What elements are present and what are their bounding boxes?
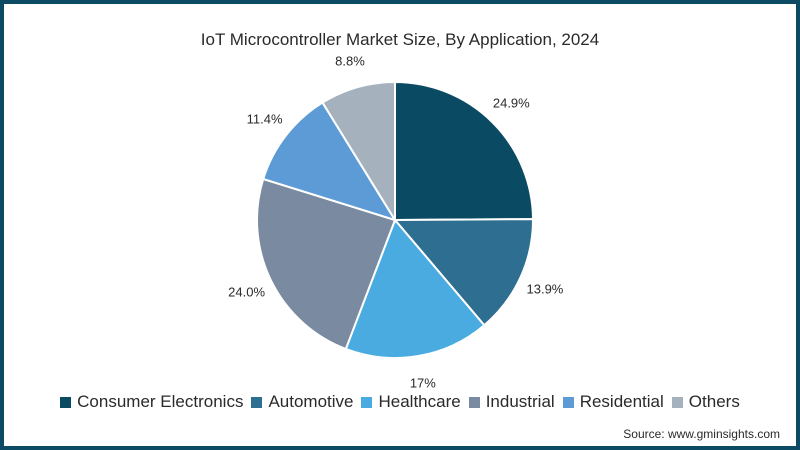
legend-item-industrial: Industrial [468,392,555,412]
chart-title: IoT Microcontroller Market Size, By Appl… [200,30,600,49]
pie-slice-industrial [256,177,397,351]
legend-swatch-icon [562,396,574,408]
legend-label: Industrial [485,392,555,411]
legend-item-others: Others [671,392,740,412]
pie-label-residential: 11.4% [246,111,283,127]
pie-label-healthcare: 17% [409,375,436,391]
legend-swatch-icon [671,396,683,408]
legend-swatch-icon [60,396,72,408]
source-note: Source: www.gminsights.com [623,427,780,441]
pie-slice-consumer-electronics [394,80,535,222]
legend-item-residential: Residential [562,392,664,412]
legend-item-consumer-electronics: Consumer Electronics [60,392,243,412]
legend-label: Healthcare [378,392,461,411]
pie-label-industrial: 24.0% [228,284,266,300]
pie-label-others: 8.8% [335,53,365,69]
legend: Consumer Electronics Automotive Healthca… [0,392,800,412]
legend-label: Residential [579,392,664,411]
pie-slice-others [321,80,396,224]
legend-label: Consumer Electronics [77,392,244,411]
legend-label: Automotive [268,392,354,411]
pie-label-automotive: 13.9% [526,281,564,297]
legend-item-automotive: Automotive [251,392,353,412]
legend-swatch-icon [361,396,373,408]
legend-item-healthcare: Healthcare [361,392,461,412]
legend-swatch-icon [468,396,480,408]
legend-swatch-icon [251,396,263,408]
pie-slice-healthcare [344,218,486,359]
legend-label: Others [688,392,740,411]
pie-slice-residential [261,101,398,222]
pie-slice-automotive [392,218,534,327]
pie-label-consumer-electronics: 24.9% [492,95,530,111]
